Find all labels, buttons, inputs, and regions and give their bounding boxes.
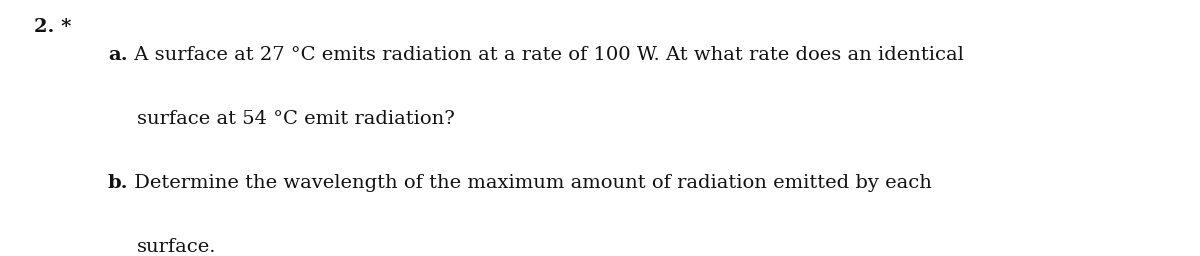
Text: A surface at 27 °C emits radiation at a rate of 100 W. At what rate does an iden: A surface at 27 °C emits radiation at a …	[127, 46, 964, 64]
Text: a.: a.	[108, 46, 127, 64]
Text: surface.: surface.	[137, 238, 216, 256]
Text: b.: b.	[108, 174, 128, 192]
Text: 2. *: 2. *	[34, 18, 71, 36]
Text: Determine the wavelength of the maximum amount of radiation emitted by each: Determine the wavelength of the maximum …	[128, 174, 932, 192]
Text: surface at 54 °C emit radiation?: surface at 54 °C emit radiation?	[137, 110, 455, 128]
